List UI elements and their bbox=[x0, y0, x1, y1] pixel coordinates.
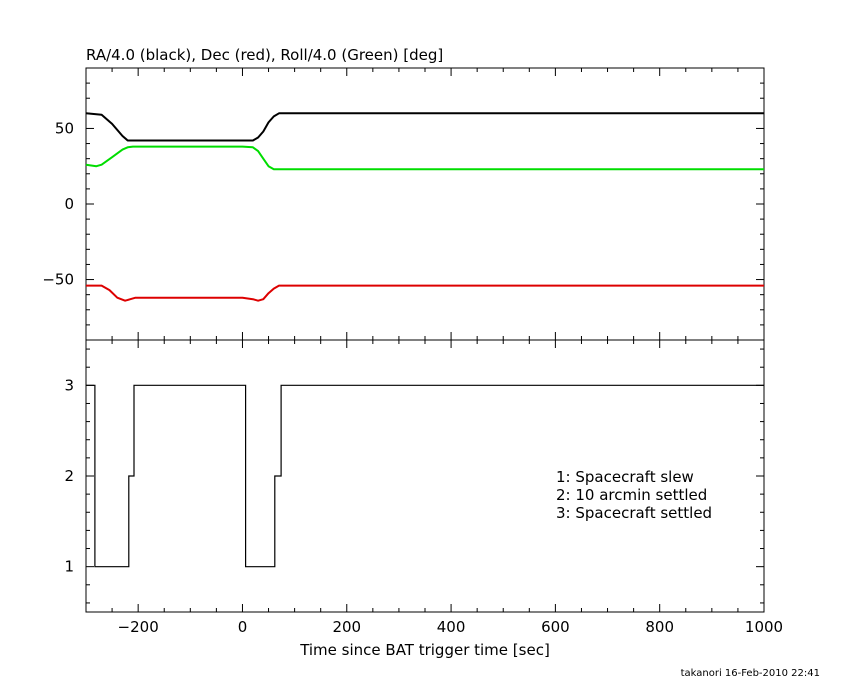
x-tick-label: −200 bbox=[118, 618, 159, 636]
top-plot-frame bbox=[85, 67, 765, 341]
top-y-tick-label: −50 bbox=[42, 271, 74, 289]
x-tick-label: 1000 bbox=[745, 618, 783, 636]
x-tick-label: 0 bbox=[238, 618, 248, 636]
legend-line-3: 3: Spacecraft settled bbox=[556, 504, 712, 522]
bottom-y-tick-label: 2 bbox=[64, 467, 74, 485]
x-tick-label: 200 bbox=[332, 618, 361, 636]
x-tick-label: 600 bbox=[541, 618, 570, 636]
footer-stamp: takanori 16-Feb-2010 22:41 bbox=[681, 668, 820, 679]
top-series-line-3 bbox=[86, 284, 764, 302]
bottom-series-group bbox=[86, 384, 764, 568]
bottom-ticks bbox=[85, 340, 765, 612]
top-chart-title: RA/4.0 (black), Dec (red), Roll/4.0 (Gre… bbox=[86, 46, 443, 64]
legend-line-1: 1: Spacecraft slew bbox=[556, 468, 694, 486]
x-tick-label: 800 bbox=[645, 618, 674, 636]
top-y-tick-labels: 50 0 −50 bbox=[42, 119, 74, 288]
top-y-tick-label: 0 bbox=[64, 195, 74, 213]
x-axis-label: Time since BAT trigger time [sec] bbox=[299, 641, 550, 659]
legend-line-2: 2: 10 arcmin settled bbox=[556, 486, 707, 504]
bottom-y-tick-labels: 3 2 1 bbox=[64, 376, 74, 575]
bottom-y-tick-label: 1 bbox=[64, 558, 74, 576]
top-y-tick-label: 50 bbox=[55, 119, 74, 137]
bottom-y-tick-label: 3 bbox=[64, 376, 74, 394]
top-series-group bbox=[85, 112, 764, 302]
top-series-line-2 bbox=[85, 145, 764, 171]
status-step-line bbox=[86, 384, 764, 568]
top-series-line-1 bbox=[85, 112, 764, 142]
top-ticks bbox=[85, 67, 765, 341]
x-tick-label: 400 bbox=[437, 618, 466, 636]
x-tick-labels: −200 0 200 400 600 800 1000 bbox=[118, 618, 784, 636]
